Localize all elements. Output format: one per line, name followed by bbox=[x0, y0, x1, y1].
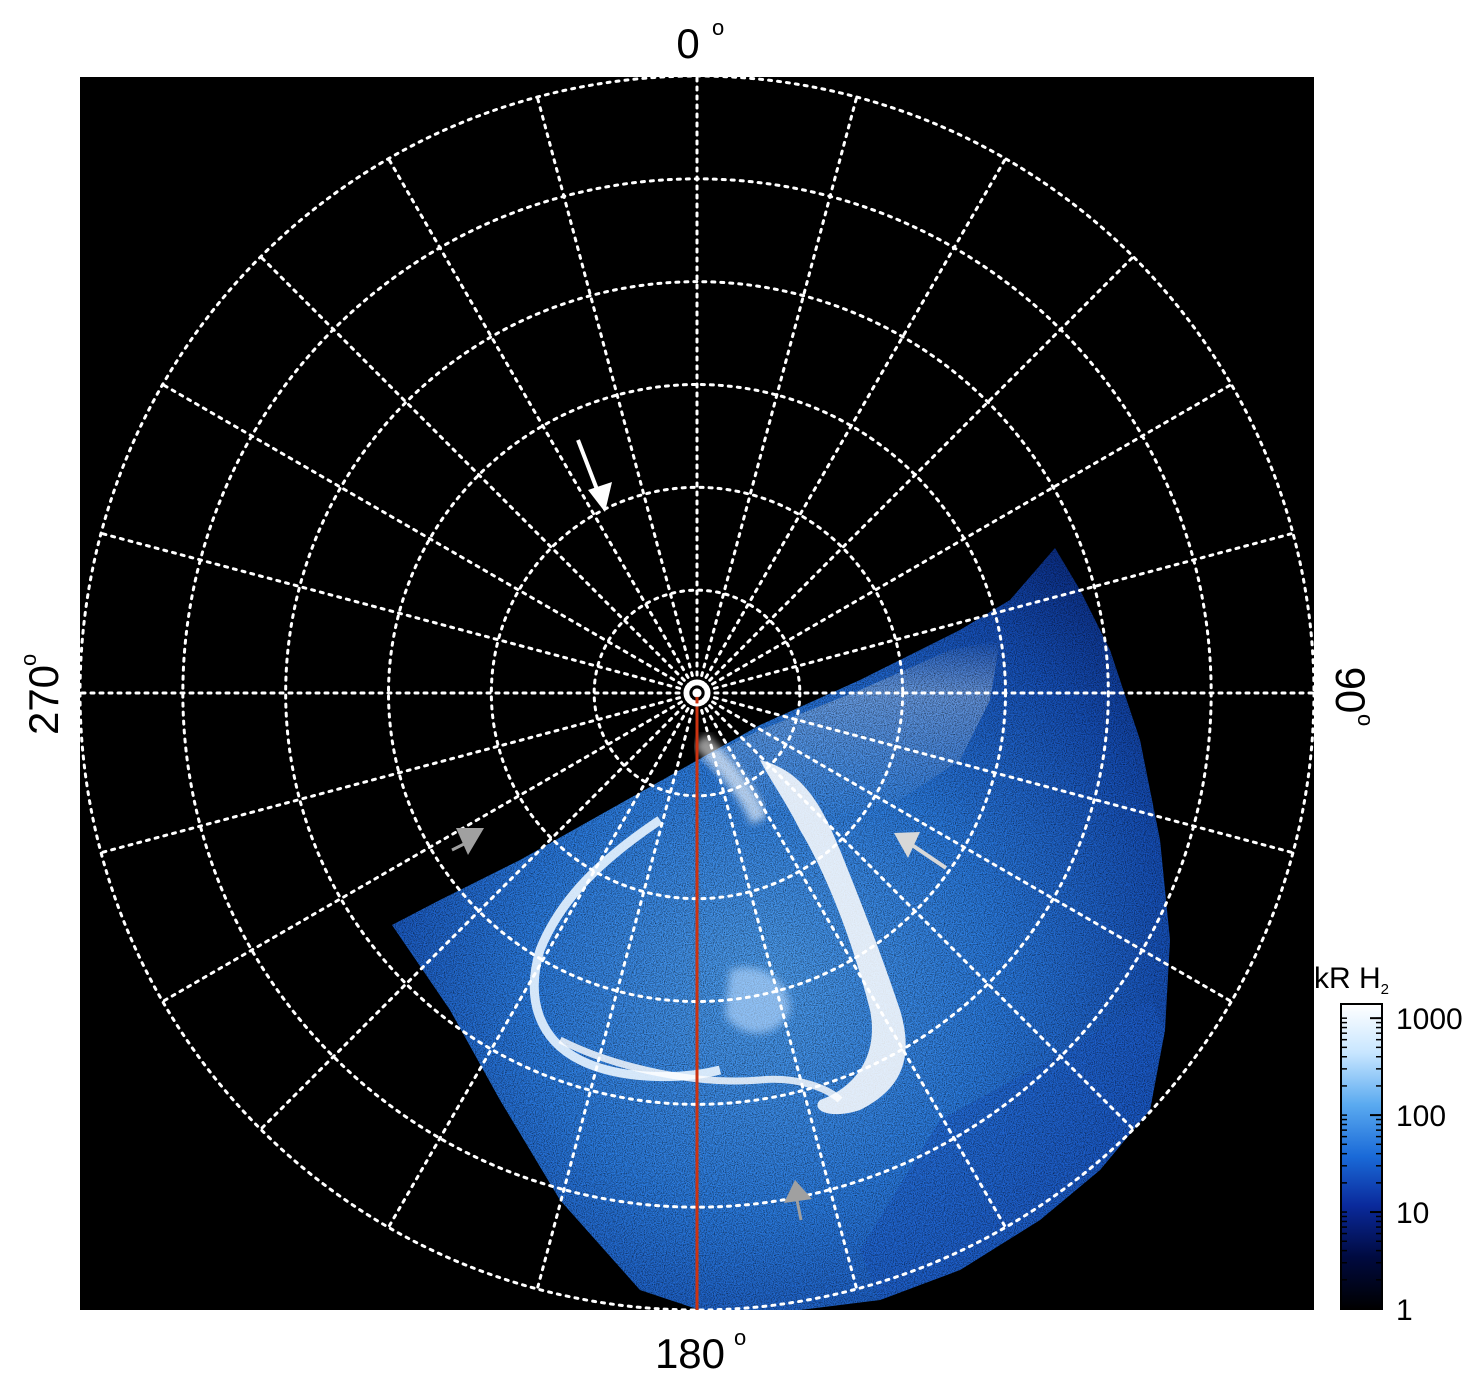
label-180-deg: 180 o bbox=[655, 1325, 746, 1377]
svg-text:o: o bbox=[712, 15, 724, 40]
grid-meridian bbox=[695, 691, 1233, 1003]
grid-meridian bbox=[535, 691, 699, 1291]
grid-meridian bbox=[695, 691, 859, 1291]
main-auroral-oval bbox=[529, 733, 906, 1115]
grid-ring bbox=[284, 280, 1110, 1106]
gray-arrow-bottom bbox=[784, 1180, 812, 1221]
colorbar-gradient bbox=[1340, 1003, 1383, 1310]
grid-meridian bbox=[695, 531, 1295, 695]
grid-meridian bbox=[695, 691, 1135, 1131]
colorbar-tick-label: 10 bbox=[1396, 1197, 1429, 1230]
svg-text:o: o bbox=[16, 654, 41, 666]
grid-meridian bbox=[99, 691, 699, 855]
grid-meridian bbox=[161, 691, 699, 1003]
grid-meridian bbox=[695, 383, 1233, 695]
grid-meridian bbox=[695, 691, 1295, 855]
grid-meridian bbox=[535, 95, 699, 695]
colorbar: kR H2 1000 100 10 1 bbox=[1314, 962, 1463, 1327]
gray-arrow-right bbox=[894, 832, 948, 870]
grid-meridian bbox=[387, 691, 699, 1229]
label-270-deg: 270 o bbox=[16, 654, 67, 735]
svg-text:270: 270 bbox=[20, 665, 67, 735]
svg-text:0: 0 bbox=[676, 20, 699, 67]
label-90-deg: 90 o bbox=[1327, 667, 1378, 727]
grid-meridian bbox=[259, 255, 699, 695]
colorbar-tick-label: 100 bbox=[1396, 1100, 1446, 1133]
svg-text:o: o bbox=[734, 1325, 746, 1350]
colorbar-tick-label: 1 bbox=[1396, 1294, 1413, 1327]
gray-arrow-left bbox=[451, 828, 484, 855]
grid-meridian bbox=[695, 255, 1135, 695]
svg-text:180: 180 bbox=[655, 1330, 725, 1377]
grid-meridian bbox=[161, 383, 699, 695]
svg-text:o: o bbox=[1353, 714, 1378, 726]
label-0-deg: 0 o bbox=[676, 15, 724, 67]
grid-meridian bbox=[695, 157, 1007, 695]
colorbar-ticks: 1000 100 10 1 bbox=[1341, 1003, 1463, 1327]
grid-meridian bbox=[387, 157, 699, 695]
colorbar-tick-label: 1000 bbox=[1396, 1003, 1463, 1036]
grid-meridian bbox=[259, 691, 699, 1131]
white-arrow-top bbox=[576, 439, 612, 512]
svg-text:90: 90 bbox=[1327, 667, 1374, 714]
grid-meridian bbox=[695, 691, 1007, 1229]
grid-meridian bbox=[99, 531, 699, 695]
pole-marker bbox=[683, 679, 711, 707]
colorbar-title: kR H2 bbox=[1314, 962, 1389, 998]
grid-meridian bbox=[695, 95, 859, 695]
